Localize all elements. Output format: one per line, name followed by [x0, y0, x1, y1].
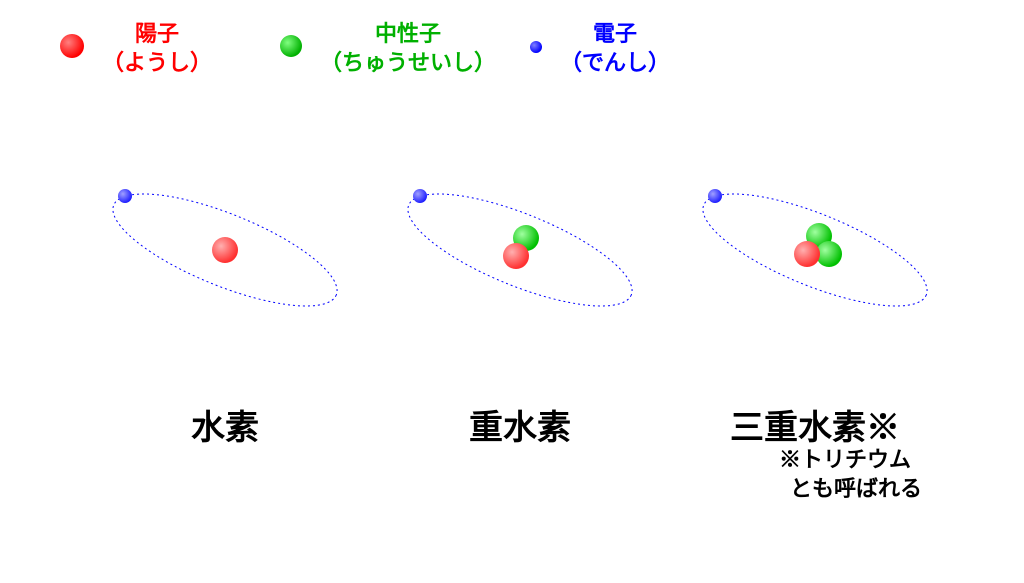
legend-label-proton: 陽子（ようし） — [102, 20, 212, 77]
legend-item-electron: 電子（でんし） — [530, 20, 670, 77]
atom-label-deuterium: 重水素 — [380, 400, 660, 449]
atom-hydrogen: 水素 — [105, 150, 385, 350]
atom-label-hydrogen: 水素 — [85, 400, 365, 449]
legend-label-electron: 電子（でんし） — [560, 20, 670, 77]
legend-item-proton: 陽子（ようし） — [60, 20, 212, 77]
proton-particle — [503, 243, 529, 274]
atom-tritium: 三重水素※※トリチウム とも呼ばれる — [695, 150, 975, 350]
neutron-icon — [280, 35, 302, 62]
legend-label-neutron: 中性子（ちゅうせいし） — [320, 20, 496, 77]
proton-particle — [794, 241, 820, 272]
atoms-row: 水素 重水素 — [0, 150, 1024, 450]
atom-sublabel-tritium: ※トリチウム とも呼ばれる — [705, 446, 985, 503]
legend-item-neutron: 中性子（ちゅうせいし） — [280, 20, 496, 77]
proton-particle — [212, 237, 238, 268]
orbit — [105, 150, 385, 350]
orbit — [400, 150, 680, 350]
electron-icon — [530, 40, 542, 58]
atom-label-tritium: 三重水素※ — [675, 400, 955, 449]
atom-deuterium: 重水素 — [400, 150, 680, 350]
proton-icon — [60, 34, 84, 63]
